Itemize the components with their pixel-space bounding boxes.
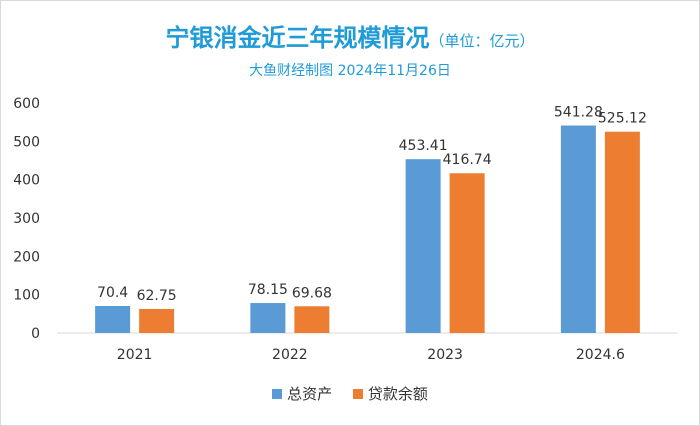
bar-loan-balance [604, 131, 640, 333]
data-label: 453.41 [399, 138, 448, 154]
data-label: 69.68 [292, 285, 332, 301]
data-label: 78.15 [248, 282, 288, 298]
data-label: 541.28 [554, 105, 603, 121]
bar-loan-balance [139, 308, 175, 333]
legend-item-total-assets: 总资产 [272, 383, 332, 404]
y-tick-label: 500 [13, 134, 40, 150]
y-tick-label: 200 [13, 249, 40, 265]
x-tick-label: 2021 [117, 347, 153, 363]
y-tick-label: 0 [31, 326, 40, 342]
bar-total-assets [560, 125, 596, 333]
chart-title-text: 宁银消金近三年规模情况 [165, 24, 430, 52]
data-label: 416.74 [443, 152, 492, 168]
chart-title-unit: （单位：亿元） [429, 32, 535, 50]
bar-total-assets [405, 159, 441, 333]
data-label: 525.12 [598, 111, 647, 127]
data-label: 70.4 [97, 285, 128, 301]
x-tick-label: 2023 [427, 347, 463, 363]
y-tick-label: 100 [13, 288, 40, 304]
chart-title: 宁银消金近三年规模情况（单位：亿元） [0, 18, 700, 53]
legend-swatch-loan-balance [352, 389, 363, 399]
legend-item-loan-balance: 贷款余额 [352, 383, 428, 404]
data-label: 62.75 [137, 288, 177, 304]
legend-label-total-assets: 总资产 [287, 385, 333, 403]
y-tick-label: 600 [13, 96, 40, 112]
bar-loan-balance [449, 173, 485, 333]
bar-total-assets [95, 306, 131, 333]
bar-total-assets [250, 303, 286, 333]
x-tick-label: 2022 [272, 347, 308, 363]
x-tick-label: 2024.6 [576, 347, 625, 363]
chart-subtitle: 大鱼财经制图 2024年11月26日 [249, 63, 451, 79]
y-tick-label: 300 [13, 211, 40, 227]
legend-swatch-total-assets [272, 389, 283, 399]
y-tick-label: 400 [13, 173, 40, 189]
bar-loan-balance [294, 306, 330, 333]
legend-label-loan-balance: 贷款余额 [367, 385, 428, 403]
chart-legend: 总资产 贷款余额 [0, 383, 700, 404]
